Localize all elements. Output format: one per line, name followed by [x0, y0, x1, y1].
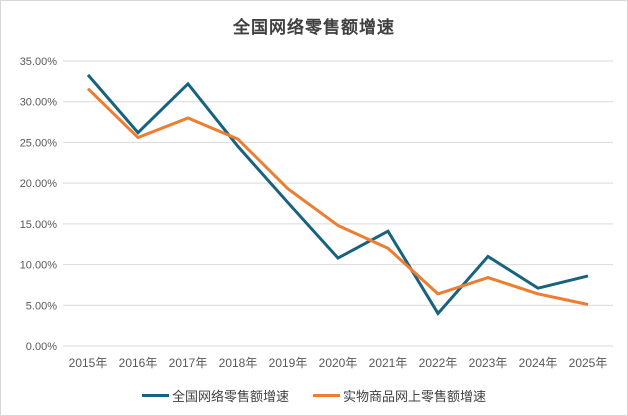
y-tick-label: 20.00% [20, 178, 58, 190]
national-series-swatch [141, 394, 169, 397]
physical-series-swatch [313, 394, 340, 397]
y-tick-label: 10.00% [20, 260, 58, 272]
y-tick-label: 35.00% [20, 56, 58, 68]
physical-series-line [86, 87, 589, 306]
national-series-label: 全国网络零售额增速 [171, 389, 289, 404]
legend-item-physical: 实物商品网上零售额增速 [313, 386, 486, 405]
x-tick-label: 2022年 [419, 356, 458, 370]
y-tick-label: 5.00% [26, 300, 57, 312]
legend-item-national: 全国网络零售额增速 [141, 386, 289, 405]
x-tick-label: 2018年 [219, 356, 258, 370]
y-tick-label: 30.00% [20, 97, 58, 109]
x-tick-label: 2019年 [269, 356, 308, 370]
x-tick-label: 2023年 [469, 356, 508, 370]
y-tick-label: 15.00% [20, 219, 58, 231]
physical-series-label: 实物商品网上零售额增速 [343, 389, 487, 404]
x-tick-label: 2024年 [519, 356, 558, 370]
x-tick-label: 2015年 [69, 356, 108, 370]
x-tick-label: 2020年 [319, 356, 358, 370]
national-series-line [86, 73, 589, 316]
x-tick-label: 2025年 [569, 356, 608, 370]
y-tick-label: 25.00% [20, 137, 58, 149]
y-tick-label: 0.00% [26, 341, 57, 353]
x-tick-label: 2017年 [169, 356, 208, 370]
chart-title: 全国网络零售额增速 [233, 18, 395, 37]
legend: 全国网络零售额增速 实物商品网上零售额增速 [1, 386, 627, 405]
x-tick-label: 2016年 [119, 356, 158, 370]
x-tick-label: 2021年 [369, 356, 408, 370]
